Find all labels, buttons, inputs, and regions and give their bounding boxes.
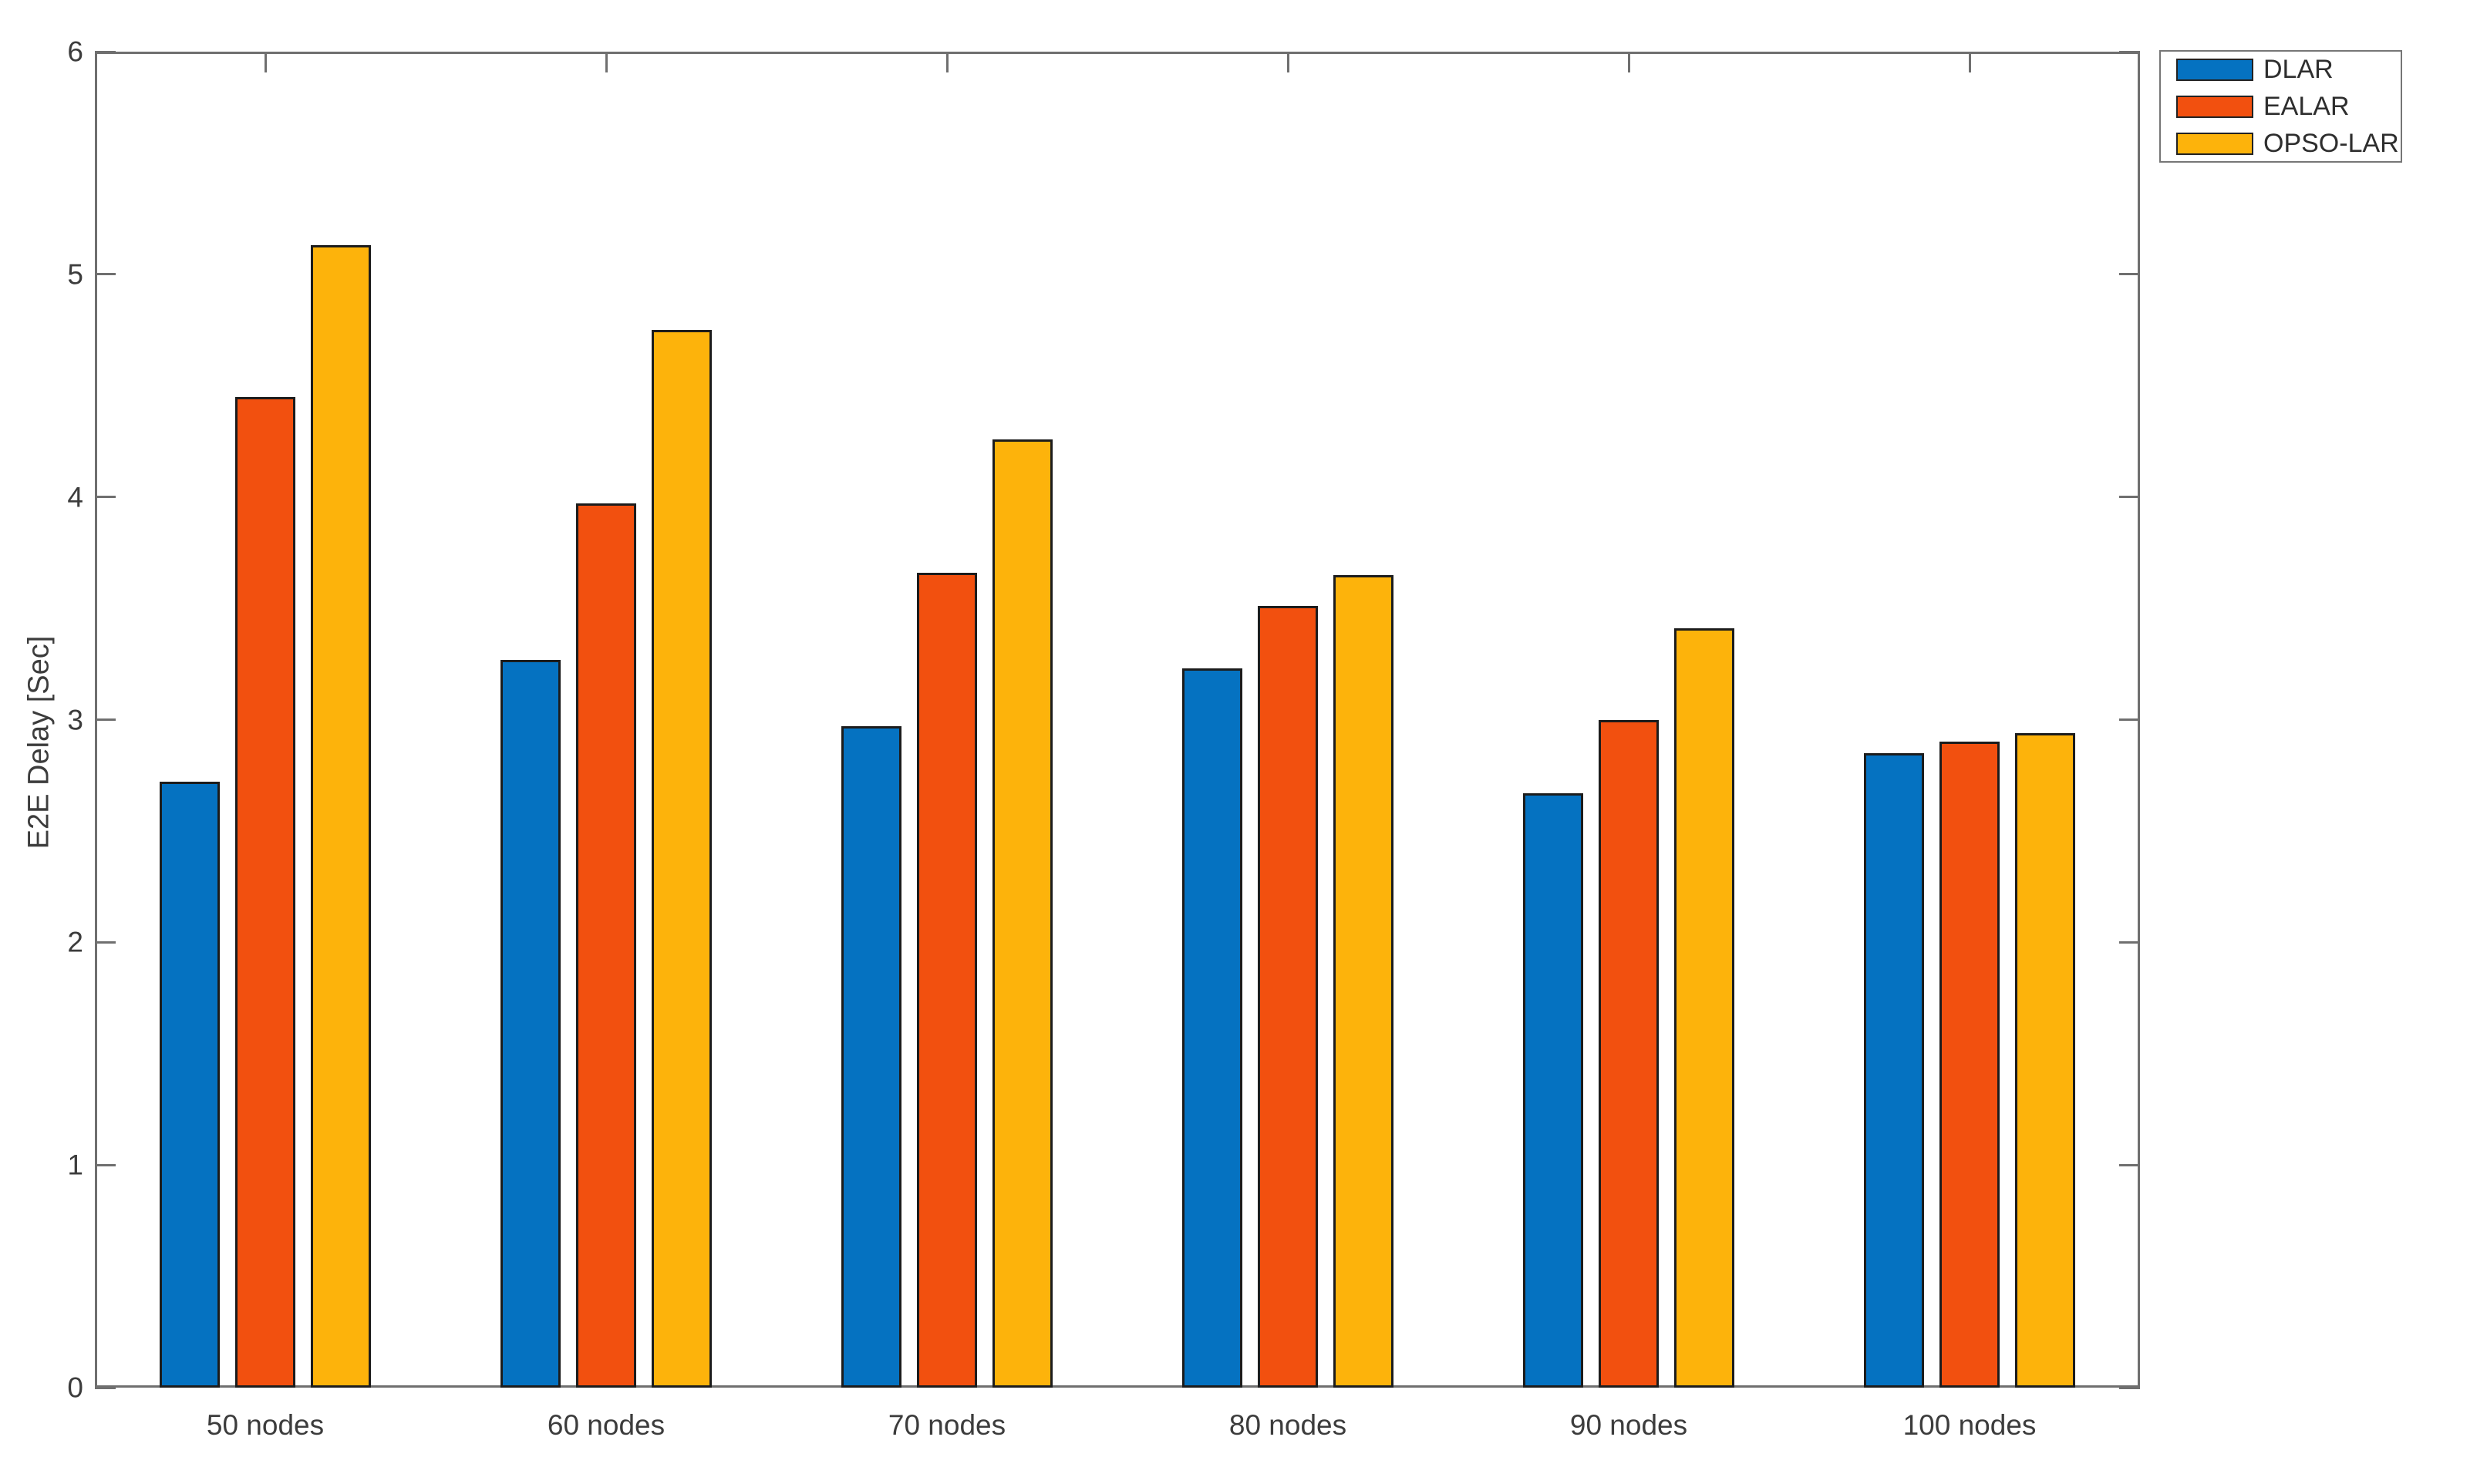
legend-label: DLAR [2263,54,2334,84]
legend-swatch-DLAR [2176,58,2253,81]
y-tick-mark-right [2119,496,2140,499]
bar-DLAR-100-nodes [1864,752,1924,1388]
x-tick-mark-top [605,52,608,72]
y-tick-mark [95,1163,116,1166]
y-tick-label: 3 [67,704,83,735]
x-tick-label-70-nodes: 70 nodes [888,1409,1006,1441]
x-tick-label-100-nodes: 100 nodes [1902,1409,2037,1441]
x-tick-label-80-nodes: 80 nodes [1228,1409,1347,1441]
bar-OPSO-LAR-70-nodes [992,439,1053,1388]
bar-OPSO-LAR-80-nodes [1333,574,1393,1388]
y-tick-mark [95,273,116,276]
legend-label: OPSO-LAR [2263,128,2399,158]
legend-label: EALAR [2263,91,2350,121]
y-tick-mark [95,50,116,53]
bar-DLAR-60-nodes [500,659,561,1388]
x-tick-mark-top [1286,52,1289,72]
bar-EALAR-70-nodes [917,572,977,1388]
y-tick-label: 5 [67,258,83,291]
legend-swatch-OPSO-LAR [2176,132,2253,155]
y-tick-mark [95,941,116,944]
x-tick-mark-top [264,52,267,72]
y-tick-mark-right [2119,273,2140,276]
legend-swatch-EALAR [2176,95,2253,118]
y-tick-mark-right [2119,941,2140,944]
x-tick-mark-top [945,52,949,72]
bar-EALAR-60-nodes [576,503,636,1388]
x-tick-mark-top [1968,52,1971,72]
y-tick-mark-right [2119,1163,2140,1166]
y-tick-label: 4 [67,481,83,513]
plot-area [95,52,2140,1388]
x-tick-label-90-nodes: 90 nodes [1569,1409,1688,1441]
bar-EALAR-50-nodes [235,396,295,1388]
bar-DLAR-50-nodes [160,782,220,1388]
y-tick-label: 1 [67,1149,83,1181]
bar-DLAR-70-nodes [841,726,901,1388]
bar-OPSO-LAR-90-nodes [1674,628,1734,1388]
legend: DLAR EALAR OPSO-LAR [2159,50,2402,163]
y-tick-mark [95,496,116,499]
y-tick-label: 2 [67,926,83,958]
bar-DLAR-90-nodes [1523,792,1583,1388]
bar-EALAR-100-nodes [1939,742,2000,1388]
y-tick-label: 0 [67,1371,83,1404]
y-tick-mark-right [2119,1386,2140,1389]
bar-OPSO-LAR-60-nodes [652,330,712,1388]
x-tick-mark-top [1627,52,1630,72]
y-tick-mark [95,1386,116,1389]
legend-item-EALAR: EALAR [2176,92,2401,122]
bar-DLAR-80-nodes [1182,668,1242,1388]
bar-EALAR-80-nodes [1258,606,1318,1388]
x-tick-label-60-nodes: 60 nodes [547,1409,666,1441]
bar-OPSO-LAR-100-nodes [2015,732,2075,1388]
bar-EALAR-90-nodes [1599,719,1659,1388]
y-tick-mark-right [2119,50,2140,53]
y-tick-label: 6 [67,35,83,68]
legend-item-OPSO-LAR: OPSO-LAR [2176,129,2401,159]
bar-OPSO-LAR-50-nodes [311,245,371,1388]
y-axis-title: E2E Delay [Sec] [22,635,56,850]
y-tick-mark-right [2119,718,2140,721]
x-tick-label-50-nodes: 50 nodes [206,1409,325,1441]
legend-item-DLAR: DLAR [2176,55,2401,85]
y-tick-mark [95,718,116,721]
